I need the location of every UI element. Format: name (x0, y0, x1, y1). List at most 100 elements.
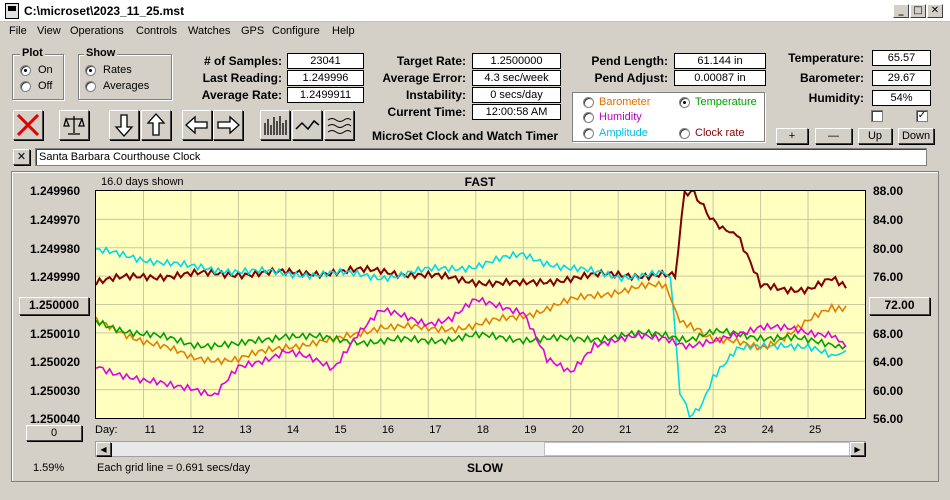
arrow-up-icon (146, 113, 166, 136)
barometer-option: Barometer (599, 96, 651, 108)
checkbox-2[interactable]: ✓ (916, 110, 928, 122)
plot-on-radio[interactable] (20, 65, 31, 76)
plot-off-radio[interactable] (20, 81, 31, 92)
series-line (95, 189, 847, 296)
close-window-button[interactable]: ✕ (927, 4, 943, 18)
barometer-radio[interactable] (583, 97, 594, 108)
plot-off-label: Off (38, 80, 53, 92)
plot-on-label: On (38, 64, 53, 76)
checkbox-1[interactable] (871, 110, 883, 122)
show-rates-radio[interactable] (85, 65, 96, 76)
time-scrollbar[interactable]: ◀ ▶ (95, 441, 866, 457)
x-tick-label: 14 (286, 424, 300, 436)
histogram-icon (264, 116, 287, 135)
center-rate-button[interactable]: 1.250000 (19, 297, 89, 315)
left-tick: 1.249980 (30, 242, 81, 256)
day-label: Day: (95, 424, 118, 436)
x-tick-label: 24 (761, 424, 774, 436)
clock-name-field[interactable]: Santa Barbara Courthouse Clock (35, 148, 927, 166)
wave-icon (327, 118, 352, 134)
stop-button[interactable] (13, 110, 43, 140)
down-button[interactable]: Down (898, 128, 934, 144)
slow-label: SLOW (467, 461, 503, 475)
pend-length-value: 61.144 in (674, 53, 766, 69)
samples-label: # of Samples: (203, 54, 282, 68)
menu-configure[interactable]: Configure (272, 25, 320, 37)
temperature-option: Temperature (695, 96, 757, 108)
balance-button[interactable] (59, 110, 89, 140)
show-group-label: Show (84, 47, 118, 59)
menu-gps[interactable]: GPS (241, 25, 265, 37)
x-tick-label: 18 (476, 424, 489, 436)
arrow-right-icon (217, 115, 240, 135)
right-tick: 68.00 (873, 327, 904, 341)
left-tick: 1.250020 (30, 355, 81, 369)
clock-rate-radio[interactable] (679, 128, 690, 139)
right-tick: 80.00 (873, 242, 904, 256)
average-error-value: 4.3 sec/week (472, 70, 561, 86)
plus-button[interactable]: + (776, 128, 808, 144)
right-tick: 88.00 (873, 184, 904, 198)
sensor-selector (572, 92, 765, 142)
arrow-left-button[interactable] (182, 110, 212, 140)
humidity-label: Humidity: (808, 91, 864, 105)
menu-view[interactable]: View (37, 25, 61, 37)
arrow-up-button[interactable] (141, 110, 171, 140)
scroll-left-arrow[interactable]: ◀ (96, 442, 111, 456)
temperature-radio[interactable] (679, 97, 690, 108)
left-tick: 1.249970 (30, 213, 81, 227)
humidity-value: 54% (872, 90, 931, 106)
center-temp-button[interactable]: 72.00 (869, 297, 930, 315)
menu-watches[interactable]: Watches (188, 25, 231, 37)
wave-button[interactable] (324, 110, 354, 140)
arrow-right-button[interactable] (213, 110, 243, 140)
x-tick-label: 20 (571, 424, 584, 436)
instability-value: 0 secs/day (472, 87, 561, 103)
x-tick-label: 16 (381, 424, 395, 436)
arrow-down-button[interactable] (109, 110, 139, 140)
right-tick: 76.00 (873, 270, 904, 284)
x-tick-label: 13 (239, 424, 252, 436)
chart-panel (11, 171, 939, 482)
menu-help[interactable]: Help (332, 25, 355, 37)
days-shown: 16.0 days shown (101, 176, 184, 188)
show-rates-label: Rates (103, 64, 132, 76)
percent-readout: 1.59% (33, 462, 65, 474)
plot-group (12, 54, 64, 100)
x-tick-label: 21 (619, 424, 632, 436)
temperature-value: 65.57 (872, 50, 931, 66)
last-reading-value: 1.249996 (287, 70, 364, 86)
amplitude-radio[interactable] (583, 128, 594, 139)
menu-operations[interactable]: Operations (70, 25, 124, 37)
right-tick: 56.00 (873, 412, 904, 426)
pend-length-label: Pend Length: (591, 54, 668, 68)
up-button[interactable]: Up (858, 128, 892, 144)
series-line (95, 296, 847, 397)
show-averages-radio[interactable] (85, 81, 96, 92)
humidity-radio[interactable] (583, 112, 594, 123)
menu-controls[interactable]: Controls (136, 25, 177, 37)
pend-adjust-label: Pend Adjust: (594, 71, 668, 85)
zero-button[interactable]: 0 (26, 425, 82, 441)
app-icon[interactable] (5, 3, 19, 19)
last-reading-label: Last Reading: (202, 71, 282, 85)
line-graph-button[interactable] (292, 110, 322, 140)
x-tick-label: 25 (809, 424, 822, 436)
amplitude-option: Amplitude (599, 127, 648, 139)
left-tick: 1.250030 (30, 384, 81, 398)
scroll-right-arrow[interactable]: ▶ (850, 442, 865, 456)
minimize-button[interactable]: _ (893, 4, 909, 18)
minus-button[interactable]: — (815, 128, 852, 144)
x-tick-label: 23 (714, 424, 727, 436)
clear-clock-button[interactable]: ✕ (13, 149, 30, 165)
histogram-button[interactable] (260, 110, 290, 140)
maximize-button[interactable]: □ (910, 4, 926, 18)
x-tick-label: 11 (144, 424, 156, 436)
menu-file[interactable]: File (9, 25, 27, 37)
series-line (95, 319, 847, 351)
left-tick: 1.250010 (30, 327, 81, 341)
series-line (95, 246, 847, 419)
barometer-label: Barometer: (799, 71, 864, 85)
scroll-thumb[interactable] (544, 442, 850, 456)
x-tick-label: 19 (524, 424, 537, 436)
